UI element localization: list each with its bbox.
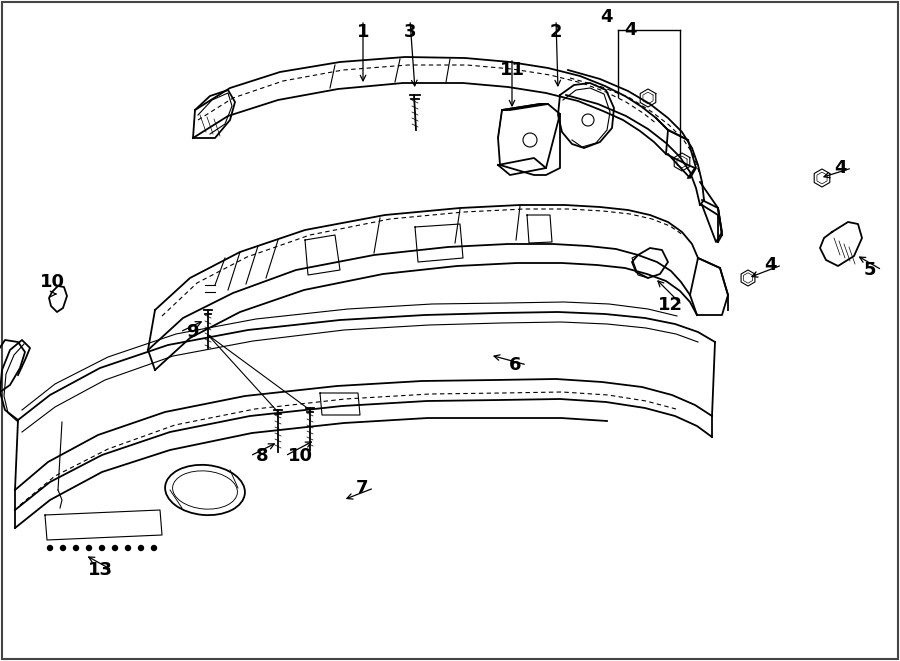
Text: 3: 3	[404, 23, 416, 41]
Text: 12: 12	[658, 296, 682, 314]
Text: 6: 6	[508, 356, 521, 374]
Text: 10: 10	[287, 447, 312, 465]
Circle shape	[48, 545, 52, 551]
Circle shape	[112, 545, 118, 551]
Text: 10: 10	[40, 273, 65, 291]
Text: 1: 1	[356, 23, 369, 41]
Circle shape	[100, 545, 104, 551]
Circle shape	[151, 545, 157, 551]
Text: 8: 8	[256, 447, 268, 465]
Circle shape	[86, 545, 92, 551]
Circle shape	[74, 545, 78, 551]
Text: 5: 5	[864, 261, 877, 279]
Text: 7: 7	[356, 479, 368, 497]
Text: 2: 2	[550, 23, 562, 41]
Circle shape	[139, 545, 143, 551]
Text: 13: 13	[87, 561, 112, 579]
Circle shape	[125, 545, 130, 551]
Text: 9: 9	[185, 323, 198, 341]
Text: 4: 4	[599, 8, 612, 26]
Circle shape	[60, 545, 66, 551]
Text: 4: 4	[833, 159, 846, 177]
Text: 4: 4	[764, 256, 776, 274]
Text: 4: 4	[624, 21, 636, 39]
Text: 11: 11	[500, 61, 525, 79]
